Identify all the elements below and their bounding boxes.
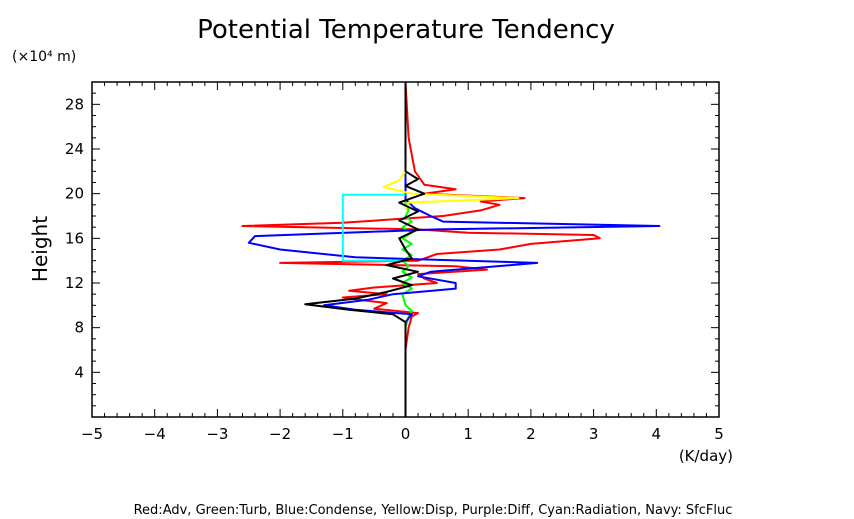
x-tick-label: 3 bbox=[589, 425, 599, 443]
series-line-adv bbox=[241, 81, 601, 417]
x-tick-label: −4 bbox=[144, 425, 166, 443]
x-tick-label: 2 bbox=[526, 425, 536, 443]
x-tick-label: −2 bbox=[269, 425, 291, 443]
series-line-turb bbox=[401, 82, 413, 417]
series-line-total bbox=[304, 82, 426, 417]
chart-title: Potential Temperature Tendency bbox=[197, 15, 615, 45]
y-tick-label: 24 bbox=[65, 140, 84, 158]
x-tick-label: 1 bbox=[463, 425, 473, 443]
x-tick-label: 0 bbox=[401, 425, 411, 443]
y-tick-label: 16 bbox=[65, 229, 84, 247]
series-line-condense bbox=[247, 82, 661, 417]
x-tick-label: −1 bbox=[332, 425, 354, 443]
y-tick-label: 4 bbox=[74, 363, 84, 381]
y-tick-label: 20 bbox=[65, 185, 84, 203]
plot-frame bbox=[91, 81, 720, 418]
series-layer bbox=[241, 81, 661, 417]
x-unit-label: (K/day) bbox=[679, 447, 733, 465]
x-tick-label: −3 bbox=[206, 425, 228, 443]
y-tick-label: 28 bbox=[65, 95, 84, 113]
y-unit-label: (×10⁴ m) bbox=[12, 49, 76, 65]
y-axis-label: Height bbox=[28, 216, 52, 282]
y-tick-label: 12 bbox=[65, 274, 84, 292]
series-line-disp bbox=[382, 82, 520, 211]
x-tick-label: 5 bbox=[714, 425, 724, 443]
legend-caption: Red:Adv, Green:Turb, Blue:Condense, Yell… bbox=[134, 503, 733, 518]
series-line-radiation bbox=[341, 193, 406, 262]
x-tick-label: 4 bbox=[652, 425, 662, 443]
y-tick-label: 8 bbox=[74, 319, 84, 337]
x-tick-label: −5 bbox=[81, 425, 103, 443]
